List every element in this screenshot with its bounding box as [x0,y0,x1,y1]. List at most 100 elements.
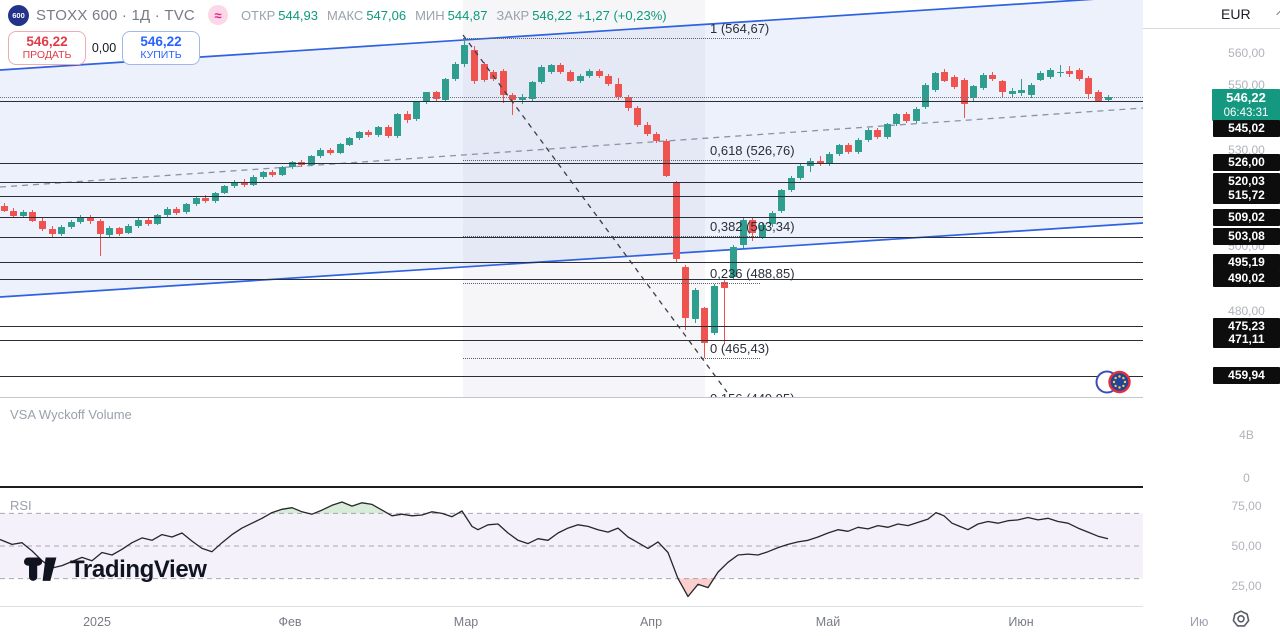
eu-flag-event-marker[interactable] [1095,370,1131,394]
buy-price: 546,22 [140,34,182,49]
candle [77,217,85,222]
candle [451,63,459,79]
candle [480,63,488,80]
level-price-badge: 471,11 [1213,331,1280,349]
chart-area[interactable]: 1 (564,67) 0,618 (526,76) 0,382 (503,34) 0,… [0,0,1143,636]
candle [643,125,651,135]
ohlc-label: МАКС [327,7,364,23]
level-price-badge: 509,02 [1213,208,1280,226]
candle [29,211,37,221]
fib-label: 0,382 (503,34) [710,218,795,234]
fib-label: 0,618 (526,76) [710,143,795,158]
candle-wick [1021,78,1023,96]
candle [845,145,853,153]
month-label: Апр [639,615,663,629]
candle [902,114,910,122]
axis-corner[interactable]: Ию [1143,607,1280,636]
pane-separator-dark[interactable] [0,486,1143,488]
ohlc-value: 544,87 [447,7,488,23]
candle [605,76,613,85]
month-label: Май [815,615,841,629]
candle [106,228,114,235]
level-line [0,195,1143,197]
candle-wick [723,279,725,345]
candle [403,114,411,120]
candle [1046,69,1054,77]
level-line [0,339,1143,341]
candle [134,220,142,227]
ohlc-value: 544,93 [278,7,318,23]
ideas-wave-icon[interactable]: ≈ [207,5,228,25]
volume-indicator-label[interactable]: VSA Wyckoff Volume [10,407,132,422]
month-label: Мар [453,615,479,629]
tradingview-logo[interactable]: TradingView [24,556,207,584]
rsi-plot [0,501,1143,598]
candle [960,79,968,104]
candle [154,215,162,224]
fib-label: 0 (465,43) [710,341,770,357]
axis-tick: 480,00 [1228,304,1265,318]
level-line [0,236,1143,238]
candle [922,84,930,107]
candle [662,140,670,176]
candle [182,203,190,213]
pane-separator[interactable] [0,397,1143,398]
candle [67,221,75,227]
candle [672,182,680,259]
candle [1008,91,1016,94]
price-axis[interactable]: EUR 560,00 550,00 530,00 500,00 480,00 4B 0 75,… [1143,0,1280,636]
candle-wick [1059,65,1061,77]
candle [0,205,8,211]
candle [1056,71,1064,74]
candle [307,156,315,165]
candle [893,114,901,125]
candlestick-series [0,37,1112,359]
level-price-badge: 503,08 [1213,228,1280,245]
candle [835,145,843,154]
candle [701,308,709,343]
candle [192,197,200,204]
symbol-title[interactable]: STOXX 600 · 1Д · TVC [36,6,195,24]
candle [874,129,882,137]
candle [499,70,507,95]
trade-buttons: 546,22 ПРОДАТЬ 0,00 546,22 КУПИТЬ [8,31,200,65]
candle [547,65,555,72]
candle [221,186,229,193]
candle [38,220,46,230]
candle [115,228,123,234]
candle [355,132,363,138]
level-price-badge: 520,03 [1213,173,1280,191]
level-line [0,217,1143,219]
candle-wick [512,93,514,115]
currency-dropdown[interactable]: EUR [1143,0,1280,29]
candle [317,149,325,157]
candle [749,220,757,234]
candle [586,70,594,76]
currency-label: EUR [1221,6,1251,22]
candle [518,96,526,101]
symbol-logo[interactable]: 600 [8,4,29,26]
sell-button[interactable]: 546,22 ПРОДАТЬ [8,31,86,65]
candle [19,211,27,217]
candle [58,226,66,235]
candle [269,171,277,176]
candle [259,171,267,177]
candle [278,167,286,176]
candle [442,78,450,100]
axis-tick: 50,00 [1231,539,1262,553]
candle [998,81,1006,93]
bar-countdown: 06:43:31 [1223,107,1269,119]
fib-line [463,358,760,360]
buy-button[interactable]: 546,22 КУПИТЬ [122,31,200,65]
candle [624,96,632,109]
candle-wick [99,219,101,257]
candle [346,138,354,145]
candle [1104,97,1112,100]
price-pane[interactable]: 1 (564,67) 0,618 (526,76) 0,382 (503,34) 0,… [0,0,1143,397]
rsi-indicator-label[interactable]: RSI [10,498,32,513]
sell-price: 546,22 [26,34,68,49]
time-axis[interactable]: 2025 Фев Мар Апр Май Июн [0,607,1143,636]
candle [576,76,584,81]
candle [826,153,834,164]
time-settings-icon[interactable] [1229,608,1253,632]
